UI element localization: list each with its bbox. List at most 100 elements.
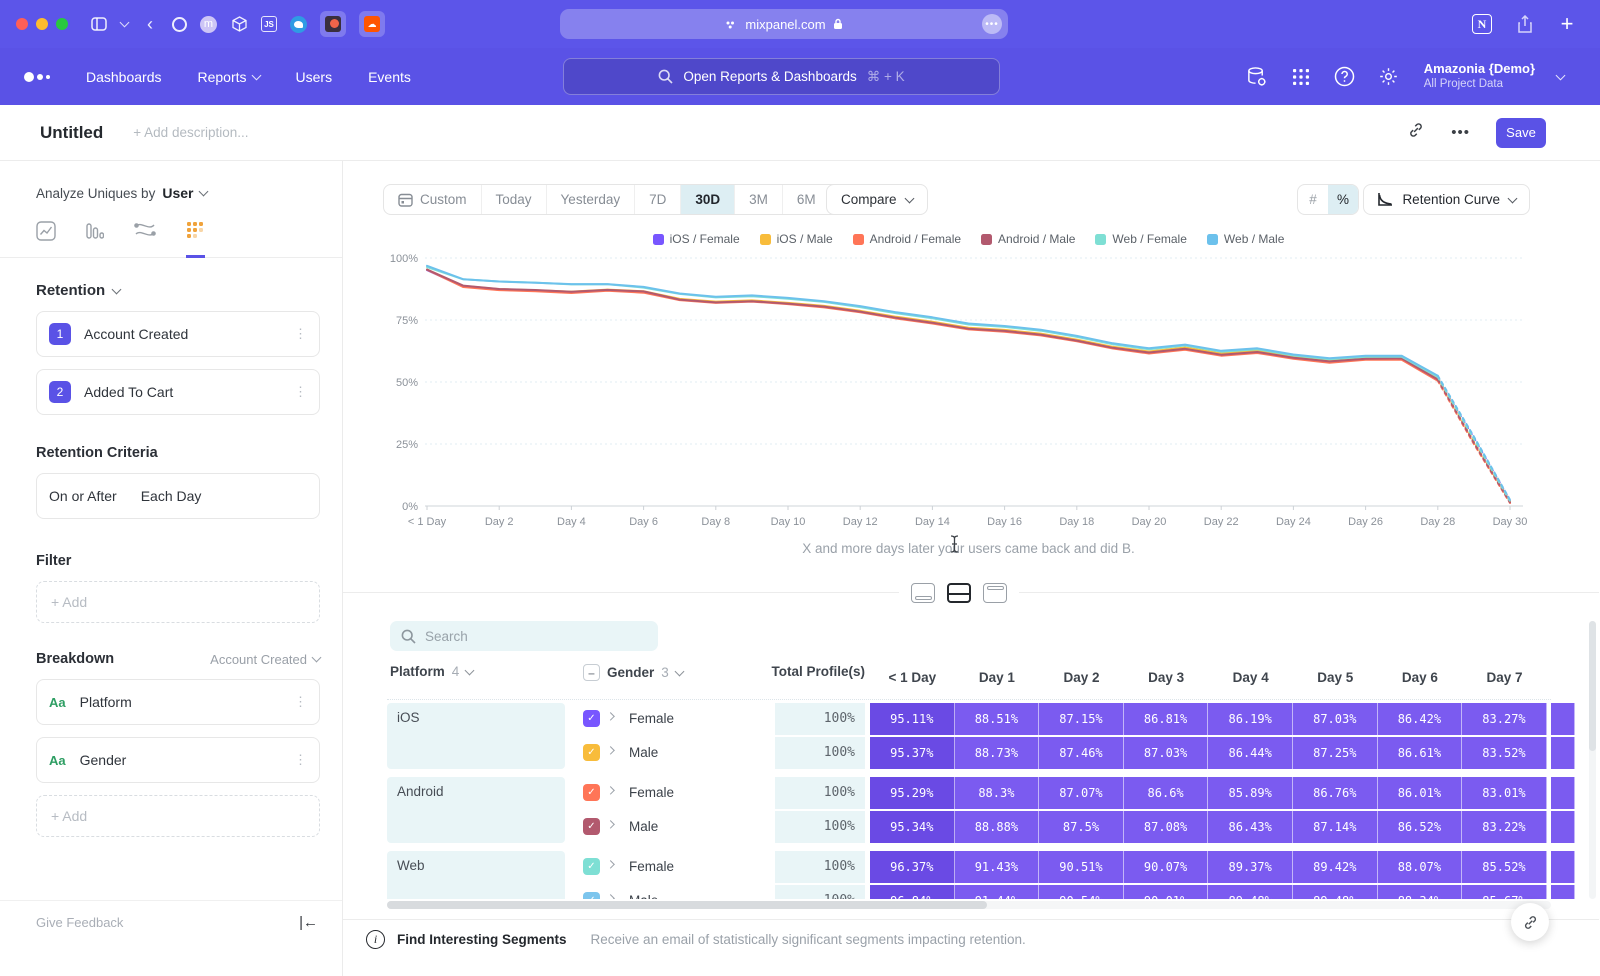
retention-value-cell[interactable]: 90.54% xyxy=(1039,885,1124,899)
expand-row-icon[interactable] xyxy=(606,894,615,899)
tab-funnels[interactable] xyxy=(86,221,105,257)
criteria-card[interactable]: On or After Each Day xyxy=(36,473,320,519)
day-column-header[interactable]: Day 4 xyxy=(1232,670,1269,685)
report-description-placeholder[interactable]: + Add description... xyxy=(133,125,249,140)
vertical-scrollbar-thumb[interactable] xyxy=(1589,621,1596,751)
segment-checkbox[interactable] xyxy=(583,710,600,727)
retention-value-cell[interactable]: 87.25% xyxy=(1293,737,1378,769)
help-icon[interactable] xyxy=(1334,66,1356,88)
retention-value-cell[interactable]: 87.07% xyxy=(1039,777,1124,809)
segment-checkbox[interactable] xyxy=(583,858,600,875)
day-column-header[interactable]: Day 1 xyxy=(978,670,1015,685)
legend-item[interactable]: iOS / Female xyxy=(652,232,740,246)
total-profiles-column-header[interactable]: Total Profile(s) xyxy=(771,664,865,679)
share-link-fab[interactable] xyxy=(1511,903,1549,941)
expand-row-icon[interactable] xyxy=(606,712,615,721)
horizontal-scrollbar-thumb[interactable] xyxy=(387,901,987,909)
retention-value-cell[interactable]: 90.01% xyxy=(1123,885,1209,899)
platform-cell[interactable]: iOS xyxy=(387,703,565,769)
tab-avatar-icon[interactable]: m xyxy=(200,15,217,33)
range-7d[interactable]: 7D xyxy=(634,185,680,214)
platform-cell[interactable]: Web xyxy=(387,851,565,899)
retention-value-cell[interactable]: 87.5% xyxy=(1039,811,1124,843)
retention-value-cell[interactable]: 91.44% xyxy=(954,885,1040,899)
retention-value-cell-clipped[interactable] xyxy=(1551,811,1575,843)
retention-value-cell[interactable]: 90.07% xyxy=(1123,851,1209,883)
retention-value-cell[interactable]: 89.37% xyxy=(1208,851,1293,883)
expand-row-icon[interactable] xyxy=(606,860,615,869)
day-column-header[interactable]: Day 5 xyxy=(1317,670,1354,685)
retention-value-cell[interactable]: 85.89% xyxy=(1208,777,1293,809)
retention-value-cell[interactable]: 87.14% xyxy=(1293,811,1378,843)
segment-checkbox[interactable] xyxy=(583,892,600,899)
retention-value-cell[interactable]: 95.34% xyxy=(870,811,955,843)
retention-value-cell[interactable]: 88.51% xyxy=(954,703,1040,735)
retention-value-cell[interactable]: 86.61% xyxy=(1377,737,1463,769)
retention-value-cell[interactable]: 96.84% xyxy=(870,885,955,899)
add-filter-button[interactable]: + Add xyxy=(36,581,320,623)
table-row[interactable]: Male100%96.84%91.44%90.54%90.01%89.48%89… xyxy=(343,885,1575,899)
nav-link-users[interactable]: Users xyxy=(295,68,333,85)
compare-button[interactable]: Compare xyxy=(826,184,928,215)
unit-percent-button[interactable]: % xyxy=(1328,185,1358,214)
range-yesterday[interactable]: Yesterday xyxy=(545,185,635,214)
tab-soundcloud-icon[interactable]: ☁ xyxy=(359,11,385,37)
apps-grid-icon[interactable] xyxy=(1290,66,1312,88)
give-feedback-link[interactable]: Give Feedback xyxy=(36,915,124,930)
retention-value-cell[interactable]: 87.03% xyxy=(1293,703,1378,735)
analyze-entity-selector[interactable]: User xyxy=(162,185,194,201)
legend-item[interactable]: iOS / Male xyxy=(759,232,833,246)
retention-value-cell[interactable]: 91.43% xyxy=(954,851,1040,883)
day-column-header[interactable]: < 1 Day xyxy=(888,670,937,685)
sidebar-toggle-icon[interactable] xyxy=(90,15,108,33)
segment-checkbox[interactable] xyxy=(583,744,600,761)
new-tab-icon[interactable]: + xyxy=(1560,11,1574,36)
retention-value-cell[interactable]: 86.6% xyxy=(1123,777,1209,809)
legend-item[interactable]: Web / Female xyxy=(1095,232,1187,246)
unit-count-button[interactable]: # xyxy=(1309,192,1317,207)
step-options-icon[interactable] xyxy=(294,384,307,400)
retention-value-cell[interactable]: 87.03% xyxy=(1123,737,1209,769)
table-search-input[interactable] xyxy=(425,628,625,644)
retention-value-cell[interactable]: 86.43% xyxy=(1208,811,1293,843)
day-column-header[interactable]: Day 3 xyxy=(1148,670,1185,685)
retention-value-cell[interactable]: 83.52% xyxy=(1462,737,1547,769)
select-all-checkbox[interactable]: – xyxy=(583,664,600,681)
day-column-header[interactable]: Day 2 xyxy=(1063,670,1100,685)
day-column-header[interactable]: Day 7 xyxy=(1486,670,1523,685)
breakdown-item-gender[interactable]: Aa Gender xyxy=(36,737,320,783)
retention-value-cell[interactable]: 88.07% xyxy=(1377,851,1463,883)
retention-value-cell[interactable]: 88.73% xyxy=(954,737,1040,769)
range-30d[interactable]: 30D xyxy=(680,185,735,214)
retention-value-cell[interactable]: 95.11% xyxy=(870,703,955,735)
tab-insights[interactable] xyxy=(36,221,56,257)
retention-value-cell[interactable]: 86.76% xyxy=(1293,777,1378,809)
project-chevron-icon[interactable] xyxy=(1555,70,1566,80)
platform-cell[interactable]: Android xyxy=(387,777,565,843)
segments-footer-title[interactable]: Find Interesting Segments xyxy=(397,932,567,947)
tab-flows[interactable] xyxy=(134,221,156,257)
more-options-icon[interactable]: ••• xyxy=(1451,124,1470,141)
segment-checkbox[interactable] xyxy=(583,784,600,801)
chevron-down-icon[interactable] xyxy=(119,17,130,28)
analyze-chevron-icon[interactable] xyxy=(199,186,209,197)
range-custom[interactable]: Custom xyxy=(384,185,481,214)
add-breakdown-button[interactable]: + Add xyxy=(36,795,320,837)
retention-value-cell[interactable]: 87.08% xyxy=(1123,811,1209,843)
close-window-button[interactable] xyxy=(16,18,28,30)
retention-value-cell[interactable]: 85.67% xyxy=(1462,885,1547,899)
retention-value-cell[interactable]: 89.48% xyxy=(1293,885,1378,899)
day-column-header[interactable]: Day 6 xyxy=(1401,670,1438,685)
table-row[interactable]: Male 100%95.37%88.73%87.46%87.03%86.44%87… xyxy=(343,737,1575,769)
retention-value-cell[interactable]: 88.3% xyxy=(954,777,1040,809)
horizontal-scrollbar[interactable] xyxy=(387,901,1551,909)
zoom-window-button[interactable] xyxy=(56,18,68,30)
breakdown-item-platform[interactable]: Aa Platform xyxy=(36,679,320,725)
retention-value-cell[interactable]: 87.46% xyxy=(1039,737,1124,769)
tab-bird-icon[interactable] xyxy=(290,15,307,33)
retention-step-1[interactable]: 1 Account Created xyxy=(36,311,320,357)
collapse-sidebar-icon[interactable]: |← xyxy=(299,914,318,931)
retention-value-cell[interactable]: 95.37% xyxy=(870,737,955,769)
table-search[interactable] xyxy=(390,621,658,651)
retention-value-cell-clipped[interactable] xyxy=(1551,737,1575,769)
